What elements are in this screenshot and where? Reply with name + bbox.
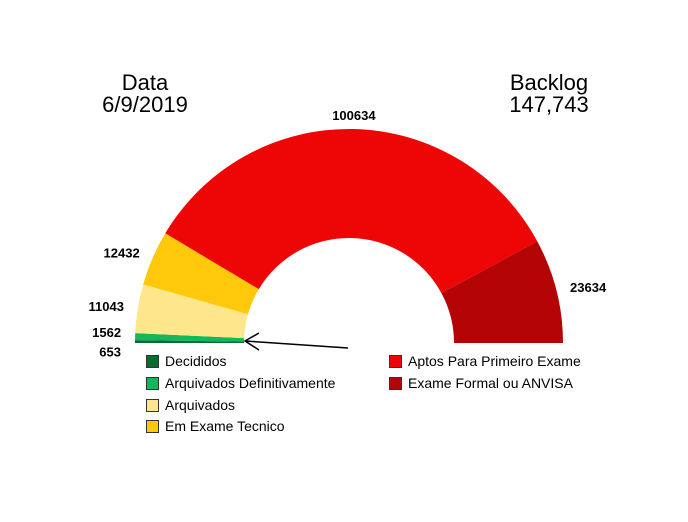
arrow-annotation bbox=[245, 333, 348, 350]
half-donut-chart: 653 1562 11043 12432 100634 23634 bbox=[0, 0, 688, 522]
legend-label: Arquivados Definitivamente bbox=[165, 375, 335, 391]
legend-item: Exame Formal ou ANVISA bbox=[389, 375, 573, 391]
legend-swatch bbox=[389, 377, 402, 390]
legend-swatch bbox=[146, 420, 159, 433]
legend-label: Em Exame Tecnico bbox=[165, 418, 285, 434]
legend-swatch bbox=[146, 355, 159, 368]
chart-container: Data 6/9/2019 Backlog 147,743 6531562110… bbox=[0, 0, 688, 522]
data-label: 12432 bbox=[104, 246, 140, 261]
data-label: 653 bbox=[99, 344, 121, 359]
legend-label: Exame Formal ou ANVISA bbox=[408, 375, 573, 391]
legend-item: Aptos Para Primeiro Exame bbox=[389, 353, 581, 369]
legend-label: Decididos bbox=[165, 353, 226, 369]
legend-swatch bbox=[389, 355, 402, 368]
legend-label: Arquivados bbox=[165, 397, 235, 413]
data-label: 11043 bbox=[89, 299, 124, 314]
legend-item: Arquivados Definitivamente bbox=[146, 375, 335, 391]
legend-item: Arquivados bbox=[146, 397, 235, 413]
data-label: 100634 bbox=[332, 108, 376, 123]
legend-swatch bbox=[146, 399, 159, 412]
data-label: 23634 bbox=[570, 280, 607, 295]
legend-label: Aptos Para Primeiro Exame bbox=[408, 353, 581, 369]
legend-item: Em Exame Tecnico bbox=[146, 418, 285, 434]
data-label: 1562 bbox=[92, 325, 121, 340]
legend-swatch bbox=[146, 377, 159, 390]
legend-item: Decididos bbox=[146, 353, 226, 369]
